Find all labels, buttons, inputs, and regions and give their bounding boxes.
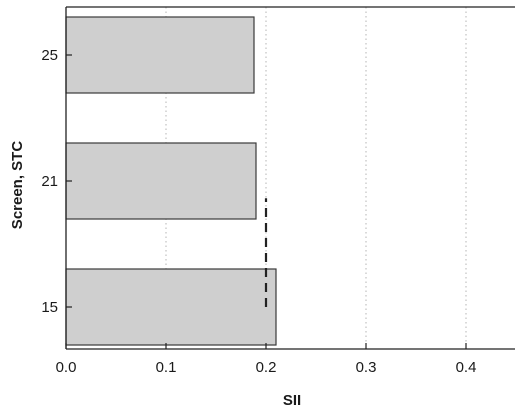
bar-15 (65, 268, 277, 346)
y-tick-label-15: 15 (41, 299, 58, 316)
tick-marks-and-labels: 0.0 0.1 0.2 0.3 0.4 15 21 25 (41, 47, 476, 376)
x-tick-label-1: 0.1 (156, 359, 177, 376)
y-tick-label-21: 21 (41, 173, 58, 190)
x-tick-label-3: 0.3 (356, 359, 377, 376)
bar-25 (65, 16, 255, 94)
x-axis-title: SII (283, 392, 301, 409)
bars (65, 16, 277, 346)
x-tick-label-0: 0.0 (56, 359, 77, 376)
x-tick-label-4: 0.4 (456, 359, 477, 376)
bar-21 (65, 142, 257, 220)
y-tick-label-25: 25 (41, 47, 58, 64)
x-tick-label-2: 0.2 (256, 359, 277, 376)
y-axis-title: Screen, STC (9, 141, 26, 230)
